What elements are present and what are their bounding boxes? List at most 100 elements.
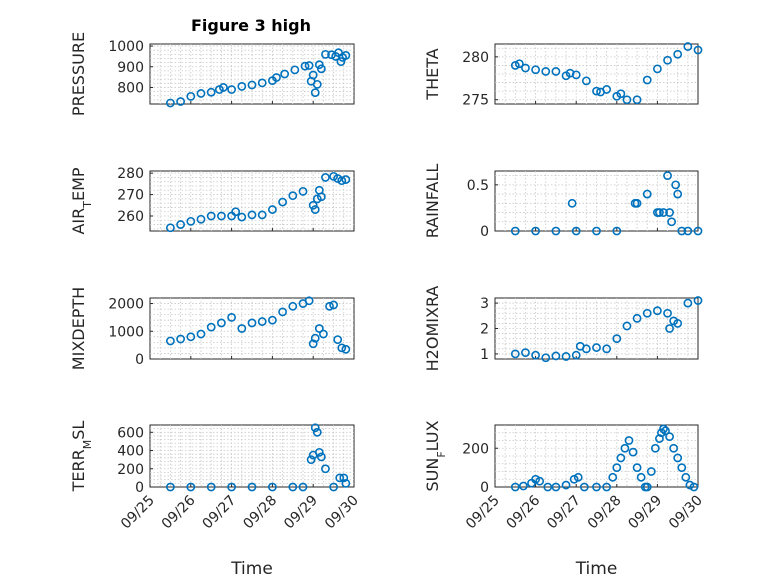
rainfall-point xyxy=(531,226,540,236)
theta-point xyxy=(632,95,642,105)
air-temp-ytick-label: 280 xyxy=(117,166,144,182)
terr-msl-xtick-label: 09/30 xyxy=(322,493,362,533)
terr-msl-point xyxy=(247,482,257,492)
theta-point xyxy=(514,59,524,69)
sun-flux-point xyxy=(636,472,646,482)
air-temp-point xyxy=(316,192,326,202)
pressure-point xyxy=(314,60,324,70)
air-temp-point xyxy=(321,173,330,182)
mixdepth-point xyxy=(288,301,298,311)
rainfall-point xyxy=(667,217,677,227)
theta-ylabel: THETA xyxy=(423,48,442,100)
h2omixra-ytick-label: 3 xyxy=(480,296,489,312)
pressure-ytick-label: 800 xyxy=(117,80,144,96)
rainfall-point xyxy=(677,226,687,236)
air-temp-point xyxy=(310,205,320,214)
theta-ytick-label: 275 xyxy=(462,93,489,109)
air-temp-point xyxy=(337,176,347,186)
theta-point xyxy=(642,75,652,85)
pressure-point xyxy=(206,87,216,97)
pressure-point xyxy=(257,78,267,88)
h2omixra-point xyxy=(521,348,530,358)
terr-msl-point xyxy=(227,482,236,492)
air-temp-point xyxy=(231,207,241,217)
rainfall-point xyxy=(642,189,652,199)
pressure-point xyxy=(336,57,346,66)
rainfall-ytick-label: 0.5 xyxy=(467,178,489,194)
sun-flux-xtick-label: 09/30 xyxy=(666,493,706,533)
pressure-point xyxy=(247,80,257,90)
terr-msl-xlabel: Time xyxy=(230,559,273,579)
terr-msl-point xyxy=(314,447,324,457)
air-temp-point xyxy=(288,191,298,201)
sun-flux-point xyxy=(535,476,545,486)
theta-point xyxy=(510,61,520,70)
panel-theta: 275 280 THETA xyxy=(423,42,703,109)
sun-flux-point xyxy=(659,424,668,434)
theta-point xyxy=(571,70,581,80)
pressure-series xyxy=(165,48,351,108)
theta-point xyxy=(616,89,626,99)
air-temp-point xyxy=(196,214,206,224)
mixdepth-point xyxy=(314,324,324,333)
pressure-ytick-label: 900 xyxy=(117,60,144,76)
pressure-point xyxy=(304,61,314,70)
theta-series xyxy=(510,42,703,105)
terr-msl-point xyxy=(206,482,216,492)
theta-point xyxy=(622,95,632,105)
air-temp-point xyxy=(278,197,287,207)
theta-point xyxy=(581,76,591,86)
air-temp-point xyxy=(216,211,226,221)
terr-msl-point xyxy=(339,473,349,483)
pressure-ylabel: PRESSURE xyxy=(69,32,88,116)
sun-flux-point xyxy=(650,443,660,453)
rainfall-ylabel: RAINFALL xyxy=(423,164,442,239)
h2omixra-point xyxy=(561,352,571,361)
rainfall-point xyxy=(592,226,601,236)
mixdepth-point xyxy=(341,344,351,354)
sun-flux-xtick-label: 09/25 xyxy=(463,493,503,533)
terr-msl-point xyxy=(329,482,338,492)
mixdepth-point xyxy=(196,329,206,339)
h2omixra-point xyxy=(683,298,693,308)
sun-flux-ylabel: SUNFLUX xyxy=(423,420,448,491)
pressure-point xyxy=(300,61,310,71)
sun-flux-xtick-label: 09/29 xyxy=(625,493,665,533)
figure-title: Figure 3 high xyxy=(191,16,311,35)
sun-flux-xtick-label: 09/28 xyxy=(585,493,625,533)
pressure-point xyxy=(316,64,326,74)
rainfall-point xyxy=(571,226,581,236)
sun-flux-point xyxy=(612,463,622,473)
theta-point xyxy=(551,67,561,76)
rainfall-point xyxy=(567,198,577,208)
mixdepth-point xyxy=(325,301,334,311)
theta-point xyxy=(663,55,672,65)
terr-msl-point xyxy=(165,482,175,492)
air-temp-point xyxy=(237,212,247,222)
sun-flux-point xyxy=(628,447,638,457)
h2omixra-point xyxy=(551,351,561,361)
mixdepth-point xyxy=(333,335,343,344)
sun-flux-xtick-label: 09/27 xyxy=(544,493,584,533)
sun-flux-point xyxy=(579,482,589,492)
pressure-ytick-label: 1000 xyxy=(108,39,144,55)
rainfall-point xyxy=(612,226,622,236)
theta-point xyxy=(592,86,601,96)
terr-msl-xtick-label: 09/29 xyxy=(281,493,321,533)
rainfall-point xyxy=(665,208,674,217)
air-temp-point xyxy=(186,216,196,226)
h2omixra-point xyxy=(665,324,674,333)
pressure-point xyxy=(196,89,206,98)
mixdepth-point xyxy=(318,329,328,339)
terr-msl-series xyxy=(165,423,351,492)
mixdepth-point xyxy=(206,322,216,332)
sun-flux-point xyxy=(543,482,553,492)
sun-flux-point xyxy=(669,443,679,453)
mixdepth-point xyxy=(216,318,226,328)
terr-msl-point xyxy=(288,482,298,492)
sun-flux-point xyxy=(665,432,674,442)
terr-msl-ytick-label: 200 xyxy=(117,462,144,478)
air-temp-ytick-label: 270 xyxy=(117,188,144,204)
